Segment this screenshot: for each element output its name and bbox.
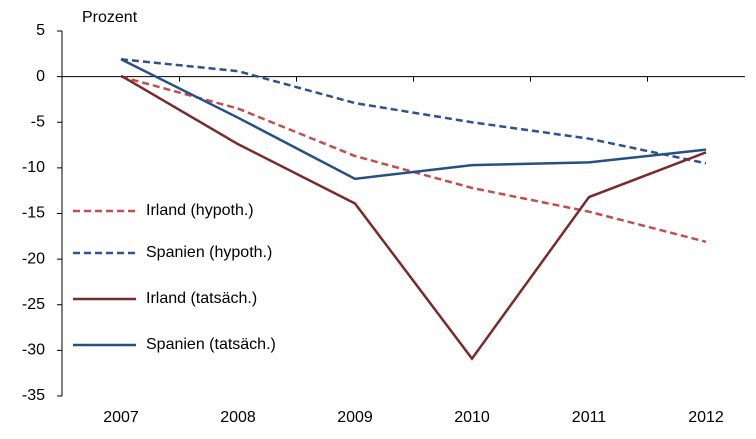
x-tick-label: 2012 [688,409,724,426]
series-line [120,74,707,361]
y-tick-label: 5 [36,22,45,39]
y-tick-label: -5 [31,113,45,130]
legend-label: Irland (tatsäch.) [146,290,257,307]
y-axis-label: Prozent [82,9,138,26]
y-tick-label: -20 [22,250,45,267]
x-tick-label: 2011 [572,409,607,426]
x-tick-label: 2007 [103,409,139,426]
y-tick-label: -10 [22,159,45,176]
y-tick-label: -35 [22,387,45,404]
legend-label: Spanien (tatsäch.) [146,336,276,353]
y-tick-label: -30 [22,342,45,359]
series-line [120,58,707,181]
y-tick-label: -15 [22,205,45,222]
x-tick-label: 2010 [454,409,490,426]
series-line [120,58,707,165]
y-tick-label: 0 [36,68,45,85]
legend-label: Spanien (hypoth.) [146,244,272,261]
legend-label: Irland (hypoth.) [146,202,254,219]
x-tick-label: 2009 [337,409,373,426]
y-tick-label: -25 [22,296,45,313]
x-tick-label: 2008 [220,409,256,426]
